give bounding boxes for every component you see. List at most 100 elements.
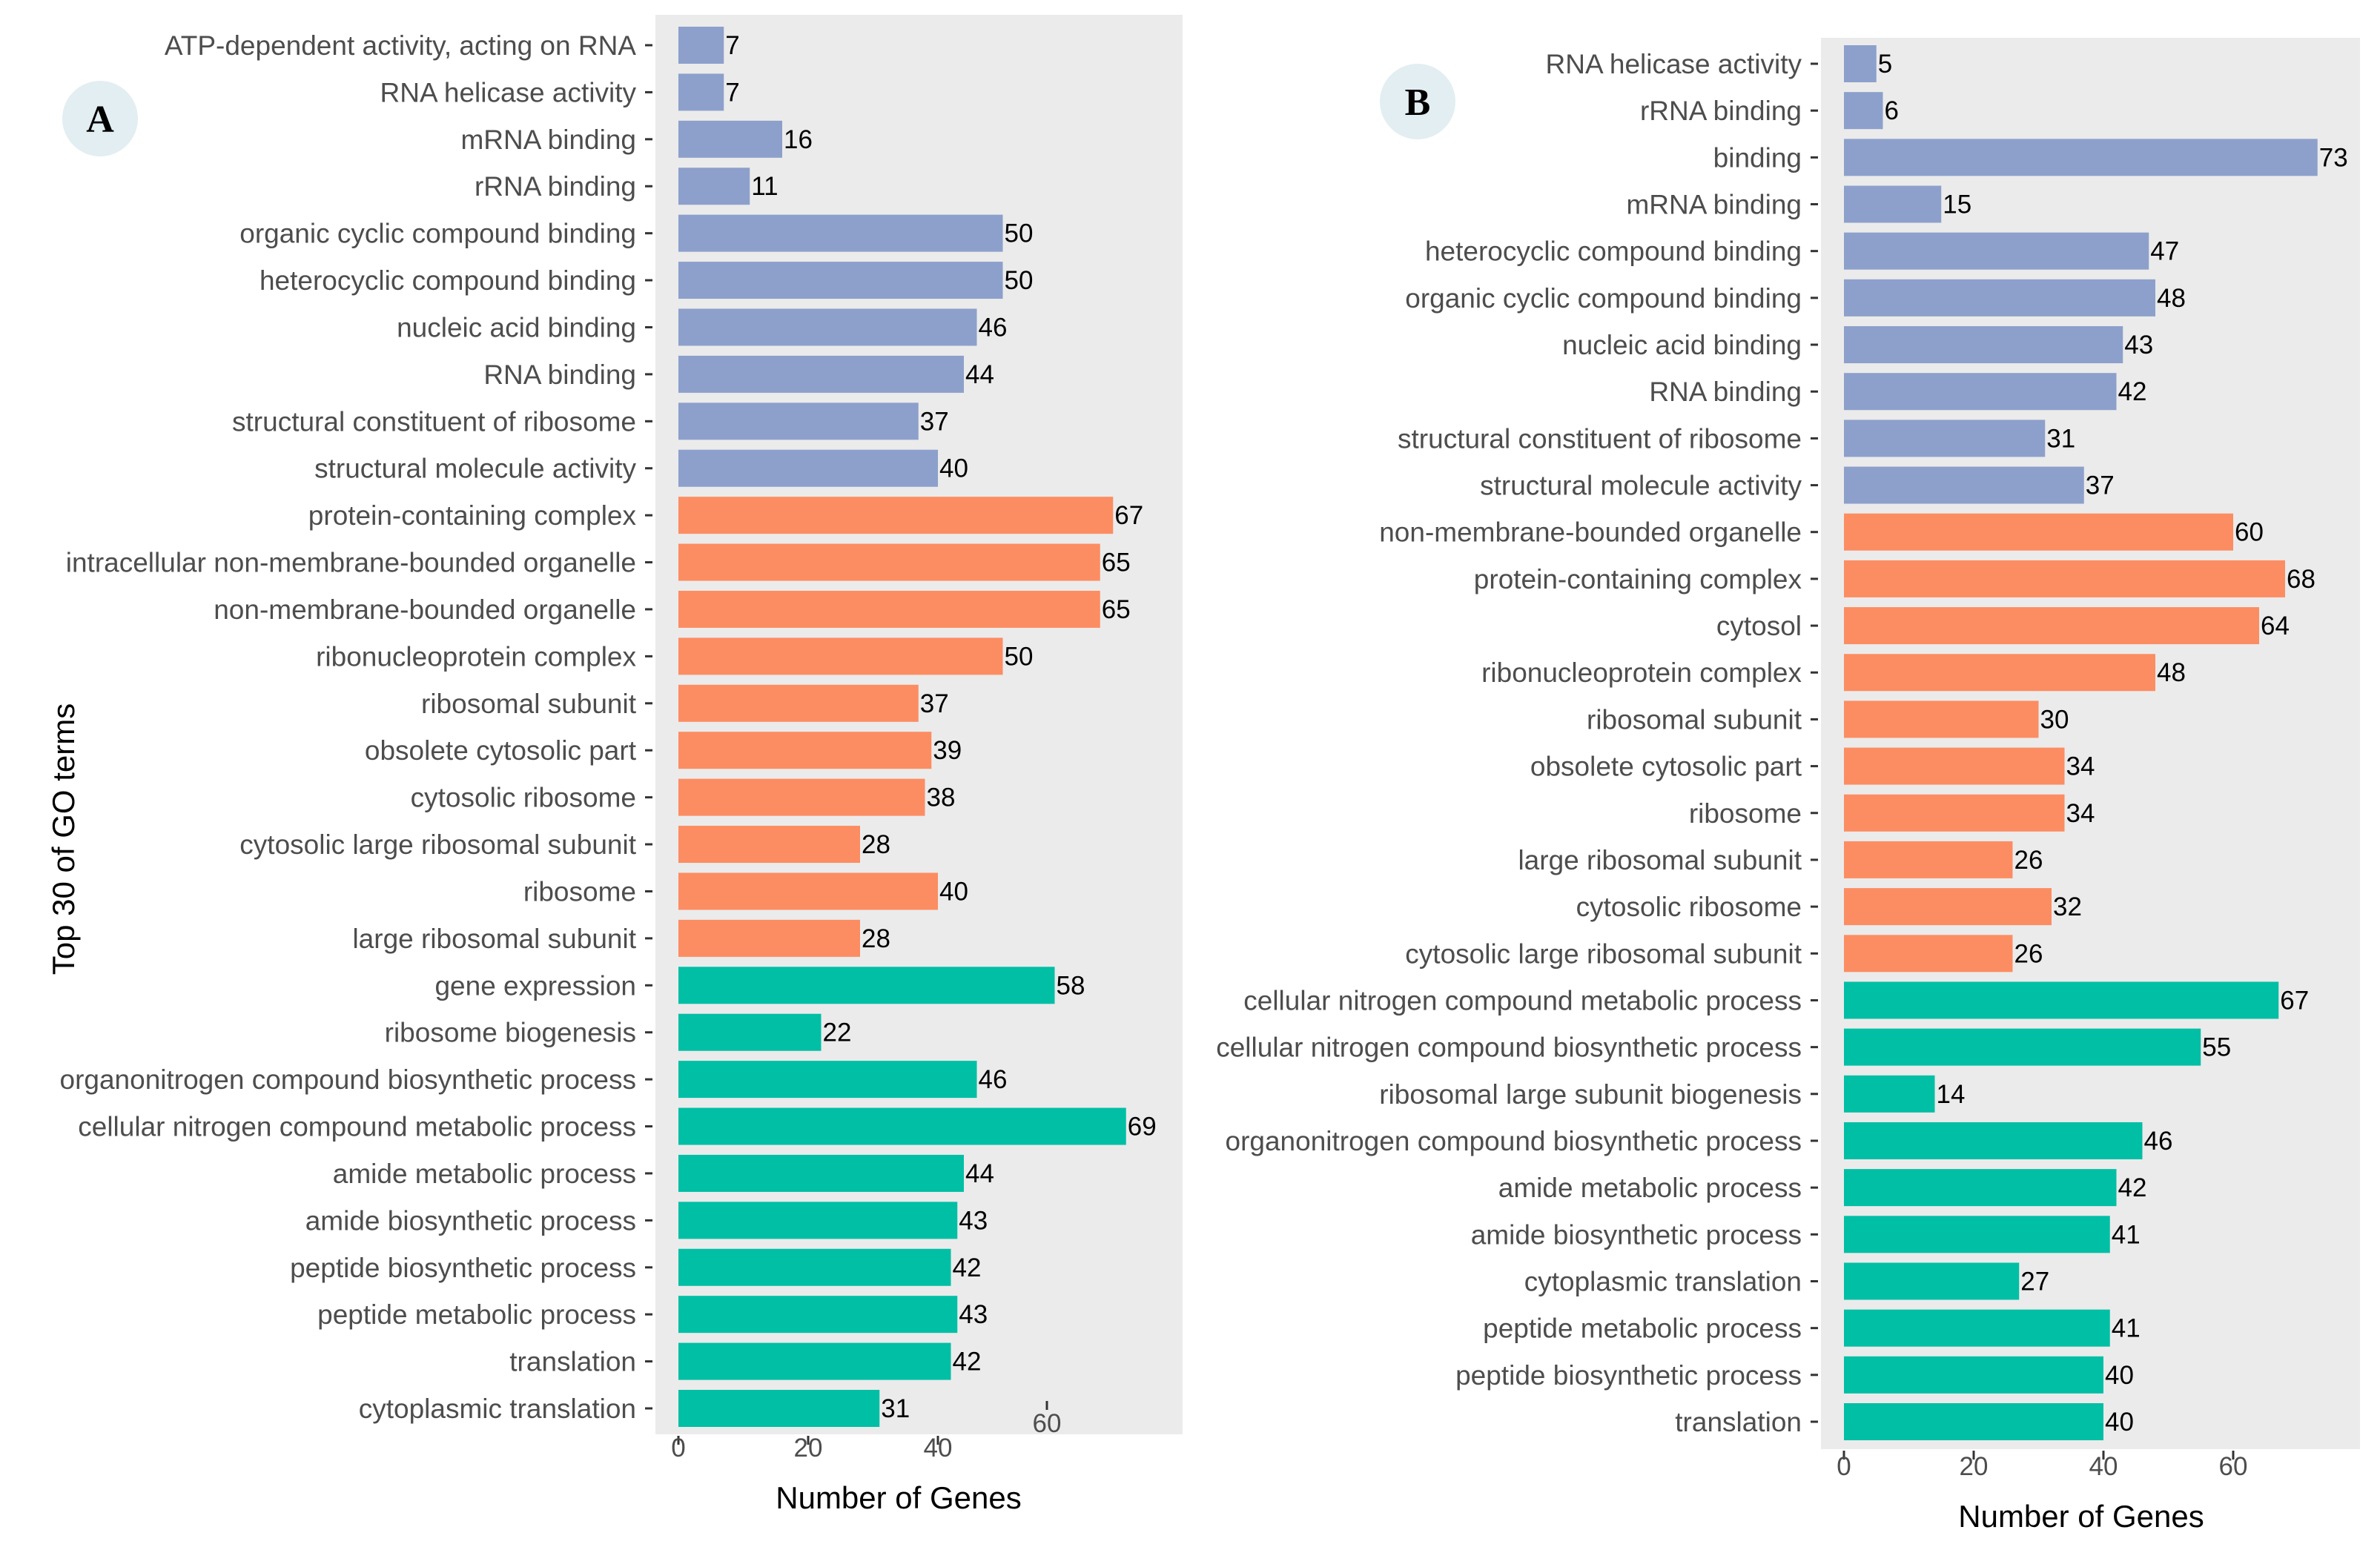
data-label: 50 — [1005, 266, 1034, 295]
data-label: 37 — [920, 689, 949, 718]
bar — [678, 732, 932, 769]
panel-badge — [1380, 64, 1455, 139]
data-label: 42 — [2118, 1173, 2147, 1202]
bar — [678, 73, 724, 111]
data-label: 44 — [965, 360, 994, 389]
bar — [1844, 747, 2065, 785]
data-label: 37 — [2086, 471, 2115, 500]
category-label: heterocyclic compound binding — [1425, 236, 1802, 267]
bar — [1844, 981, 2279, 1019]
bar — [1844, 1216, 2110, 1253]
data-label: 11 — [751, 172, 778, 201]
data-label: 34 — [2066, 799, 2095, 828]
bar — [1844, 935, 2013, 973]
bar — [678, 120, 782, 158]
data-label: 5 — [1878, 50, 1892, 79]
data-label: 31 — [2046, 424, 2075, 453]
data-label: 50 — [1005, 219, 1034, 248]
bar — [1844, 1075, 1935, 1113]
panel-badge — [62, 81, 138, 156]
bar — [678, 778, 925, 816]
category-label: RNA binding — [1649, 377, 1802, 407]
data-label: 43 — [959, 1206, 988, 1235]
category-label: cellular nitrogen compound metabolic pro… — [1243, 985, 1802, 1016]
data-label: 39 — [933, 736, 962, 765]
category-label: obsolete cytosolic part — [365, 735, 637, 766]
data-label: 68 — [2287, 565, 2315, 594]
data-label: 55 — [2202, 1033, 2231, 1062]
x-tick-label: 60 — [2219, 1452, 2248, 1481]
category-label: cellular nitrogen compound biosynthetic … — [1216, 1033, 1802, 1063]
data-label: 69 — [1128, 1113, 1157, 1142]
category-label: translation — [509, 1347, 636, 1377]
category-label: amide metabolic process — [1498, 1173, 1802, 1203]
bar — [678, 168, 750, 205]
data-label: 73 — [2319, 143, 2348, 172]
y-axis-title: Top 30 of GO terms — [46, 703, 81, 975]
x-tick-label: 20 — [794, 1434, 823, 1462]
category-label: nucleic acid binding — [397, 312, 636, 342]
bar — [1844, 700, 2039, 738]
bar — [1844, 1309, 2110, 1347]
bar — [1844, 560, 2285, 597]
category-label: organonitrogen compound biosynthetic pro… — [1226, 1126, 1802, 1156]
data-label: 48 — [2157, 284, 2186, 313]
bar — [678, 1013, 822, 1051]
category-label: peptide biosynthetic process — [1455, 1360, 1802, 1391]
x-tick-label: 0 — [1837, 1452, 1851, 1481]
category-label: large ribosomal subunit — [1518, 845, 1802, 875]
category-label: rRNA binding — [475, 171, 636, 202]
category-label: cytosolic ribosome — [1576, 892, 1802, 922]
data-label: 67 — [1114, 501, 1143, 530]
category-label: cytosolic ribosome — [411, 783, 636, 813]
bar — [678, 497, 1114, 534]
category-label: non-membrane-bounded organelle — [1379, 517, 1802, 548]
data-label: 42 — [953, 1348, 982, 1377]
data-label: 42 — [2118, 377, 2147, 406]
category-label: ribonucleoprotein complex — [316, 641, 636, 672]
bar — [1844, 326, 2123, 364]
bar — [678, 872, 938, 910]
category-label: ribosomal large subunit biogenesis — [1379, 1079, 1802, 1110]
bar — [678, 262, 1003, 299]
category-label: ribosome — [1689, 798, 1802, 829]
data-label: 40 — [939, 877, 968, 906]
data-label: 58 — [1057, 971, 1085, 1000]
bar — [1844, 1122, 2143, 1159]
bar — [1844, 1169, 2117, 1207]
data-label: 7 — [725, 78, 739, 107]
category-label: cytosolic large ribosomal subunit — [239, 829, 636, 860]
category-label: rRNA binding — [1640, 96, 1802, 126]
category-label: structural constituent of ribosome — [1398, 423, 1802, 454]
category-label: organic cyclic compound binding — [1405, 283, 1802, 314]
bar — [678, 27, 724, 64]
data-label: 48 — [2157, 658, 2186, 687]
bar — [1844, 45, 1877, 82]
bar — [678, 1342, 951, 1380]
category-label: RNA helicase activity — [380, 77, 637, 107]
data-label: 65 — [1102, 595, 1131, 624]
bar — [678, 355, 964, 393]
category-label: protein-containing complex — [308, 500, 637, 531]
category-label: organonitrogen compound biosynthetic pro… — [60, 1064, 637, 1095]
category-label: ribosome — [523, 876, 636, 907]
bar — [1844, 1403, 2103, 1440]
bar — [1844, 841, 2013, 878]
data-label: 28 — [862, 830, 890, 859]
data-label: 26 — [2014, 939, 2043, 968]
category-label: nucleic acid binding — [1562, 330, 1802, 360]
data-label: 65 — [1102, 549, 1131, 577]
data-label: 40 — [2105, 1408, 2134, 1437]
category-label: large ribosomal subunit — [352, 924, 636, 954]
data-label: 50 — [1005, 642, 1034, 671]
category-label: translation — [1675, 1407, 1802, 1437]
x-tick-label: 0 — [671, 1434, 685, 1462]
data-label: 64 — [2261, 612, 2290, 640]
category-label: ATP-dependent activity, acting on RNA — [165, 30, 636, 61]
category-label: ribonucleoprotein complex — [1481, 657, 1802, 688]
category-label: ribosomal subunit — [421, 689, 637, 719]
bar — [678, 1248, 951, 1286]
data-label: 46 — [979, 1065, 1008, 1094]
category-label: mRNA binding — [1626, 190, 1802, 220]
bar — [1844, 373, 2117, 411]
